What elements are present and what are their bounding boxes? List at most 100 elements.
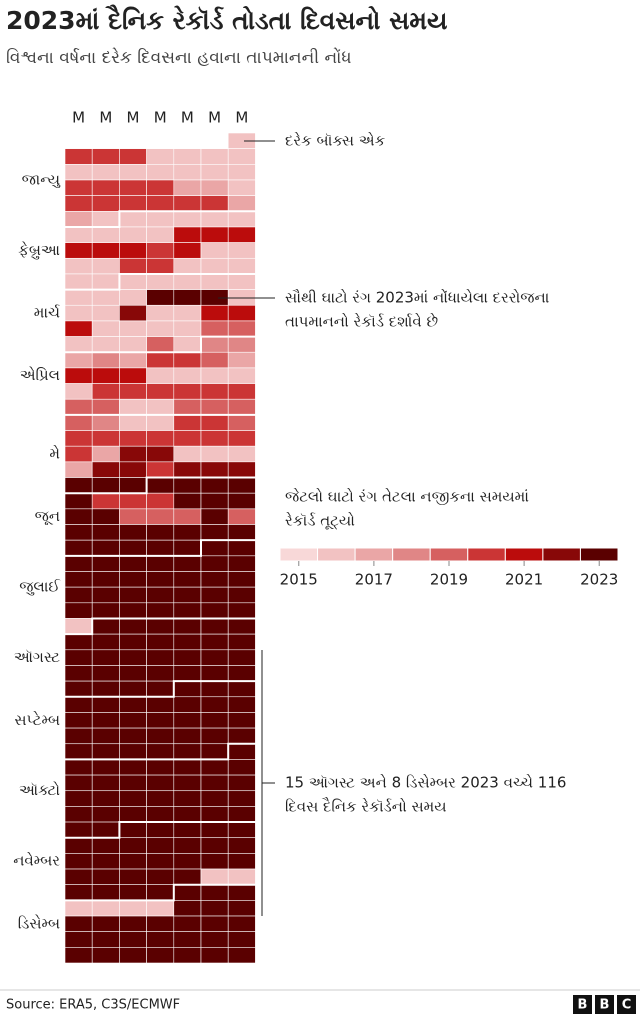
day-cell [200, 492, 229, 510]
column-label: M [72, 109, 85, 127]
day-cell [91, 915, 120, 932]
day-cell [173, 884, 202, 901]
day-cell [200, 257, 229, 275]
day-cell [64, 226, 93, 243]
day-cell [119, 539, 147, 557]
day-cell [200, 806, 229, 823]
day-cell [146, 586, 175, 604]
day-cell [227, 618, 256, 635]
day-cell [91, 837, 120, 854]
day-cell [227, 164, 256, 181]
column-label: M [208, 109, 221, 127]
day-cell [200, 242, 229, 259]
day-cell [146, 602, 175, 619]
day-cell [227, 680, 256, 698]
day-cell [91, 336, 120, 353]
month-boundary [65, 539, 256, 557]
day-cell [173, 242, 202, 259]
day-cell [64, 837, 93, 854]
month-boundary [65, 680, 256, 698]
day-cell [146, 445, 175, 463]
day-cell [64, 351, 93, 369]
day-cell [119, 367, 147, 384]
day-cell [64, 774, 93, 792]
day-cell [91, 492, 120, 510]
day-cell [227, 273, 256, 290]
annotation: જેટલો ઘાટો રંગ તેટલા નજીકના સમયમાં [285, 487, 529, 505]
day-cell [146, 837, 175, 854]
month-boundary [65, 210, 256, 228]
day-cell [227, 821, 256, 839]
day-cell [146, 289, 175, 306]
day-cell [64, 743, 93, 760]
day-cell [227, 508, 256, 525]
day-cell [146, 336, 175, 353]
day-cell [227, 304, 256, 322]
month-label: જૂન [35, 507, 60, 525]
month-boundary [65, 883, 256, 902]
day-cell [200, 383, 229, 400]
column-label: M [127, 109, 140, 127]
day-cell [91, 211, 120, 228]
day-cell [119, 790, 147, 807]
day-cell [227, 633, 256, 651]
day-cell [91, 164, 120, 181]
day-cell [119, 665, 147, 682]
month-boundary [65, 476, 256, 495]
day-cell [227, 947, 256, 964]
day-cell [64, 524, 93, 541]
day-cell [146, 508, 175, 525]
day-cell [146, 383, 175, 400]
day-cell [200, 821, 229, 839]
day-cell [91, 304, 120, 322]
day-cell [146, 727, 175, 745]
day-cell [173, 367, 202, 384]
day-cell [227, 367, 256, 384]
day-cell [200, 226, 229, 243]
day-cell [227, 727, 256, 745]
day-cell [173, 806, 202, 823]
day-cell [91, 148, 120, 165]
day-cell [146, 539, 175, 557]
annotation: તાપમાનનો રેકૉર્ડ દર્શાવે છે [285, 312, 438, 330]
day-cell [146, 367, 175, 384]
day-cell [119, 164, 147, 181]
day-cell [173, 492, 202, 510]
day-cell [146, 226, 175, 243]
day-cell [227, 696, 256, 713]
day-cell [200, 351, 229, 369]
day-cell [146, 257, 175, 275]
day-cell [146, 915, 175, 932]
day-cell [91, 806, 120, 823]
day-cell [91, 790, 120, 807]
day-cell [64, 915, 93, 932]
day-cell [200, 336, 229, 353]
day-cell [200, 853, 229, 870]
legend-swatch [354, 547, 394, 562]
day-cell [64, 727, 93, 745]
logo-letter: B [600, 998, 610, 1013]
annotation: સૌથી ઘાટો રંગ 2023માં નોંધાયેલા દરરોજના [285, 288, 550, 306]
day-cell [119, 586, 147, 604]
day-cell [146, 211, 175, 228]
day-cell [173, 571, 202, 588]
day-cell [146, 868, 175, 885]
day-cell [200, 884, 229, 901]
day-cell [200, 445, 229, 463]
legend-label: 2023 [580, 571, 618, 589]
day-cell [227, 461, 256, 478]
legend-label: 2017 [355, 571, 393, 589]
day-cell [146, 759, 175, 776]
legend-swatch [579, 547, 619, 562]
day-cell [146, 633, 175, 651]
day-cell [146, 774, 175, 792]
day-cell [200, 273, 229, 290]
logo-letter: C [622, 998, 632, 1013]
day-cell [146, 179, 175, 196]
day-cell [64, 853, 93, 870]
day-cell [146, 821, 175, 839]
day-cell [91, 586, 120, 604]
day-cell [227, 665, 256, 682]
day-cell [227, 743, 256, 760]
